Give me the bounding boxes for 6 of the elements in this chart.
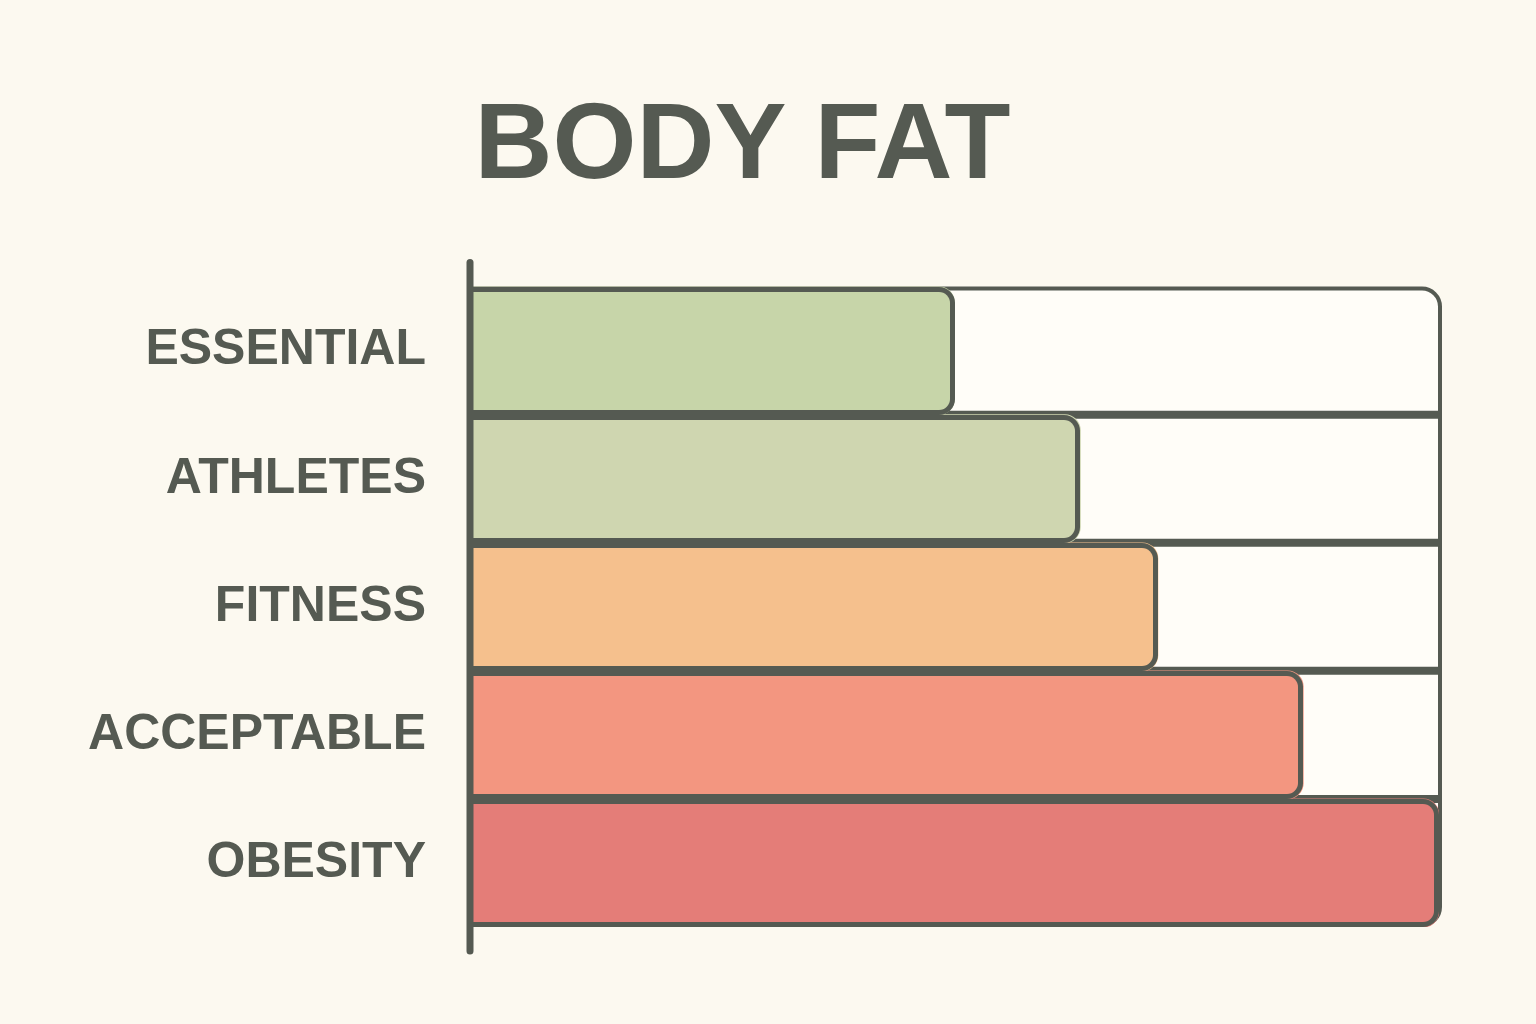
y-tick-label: ACCEPTABLE <box>88 703 426 760</box>
y-tick-label: OBESITY <box>206 831 426 888</box>
chart-title: BODY FAT <box>474 79 1011 201</box>
y-tick-label: ATHLETES <box>165 447 426 504</box>
y-tick-label: ESSENTIAL <box>145 319 426 376</box>
y-tick-label: FITNESS <box>214 575 426 632</box>
